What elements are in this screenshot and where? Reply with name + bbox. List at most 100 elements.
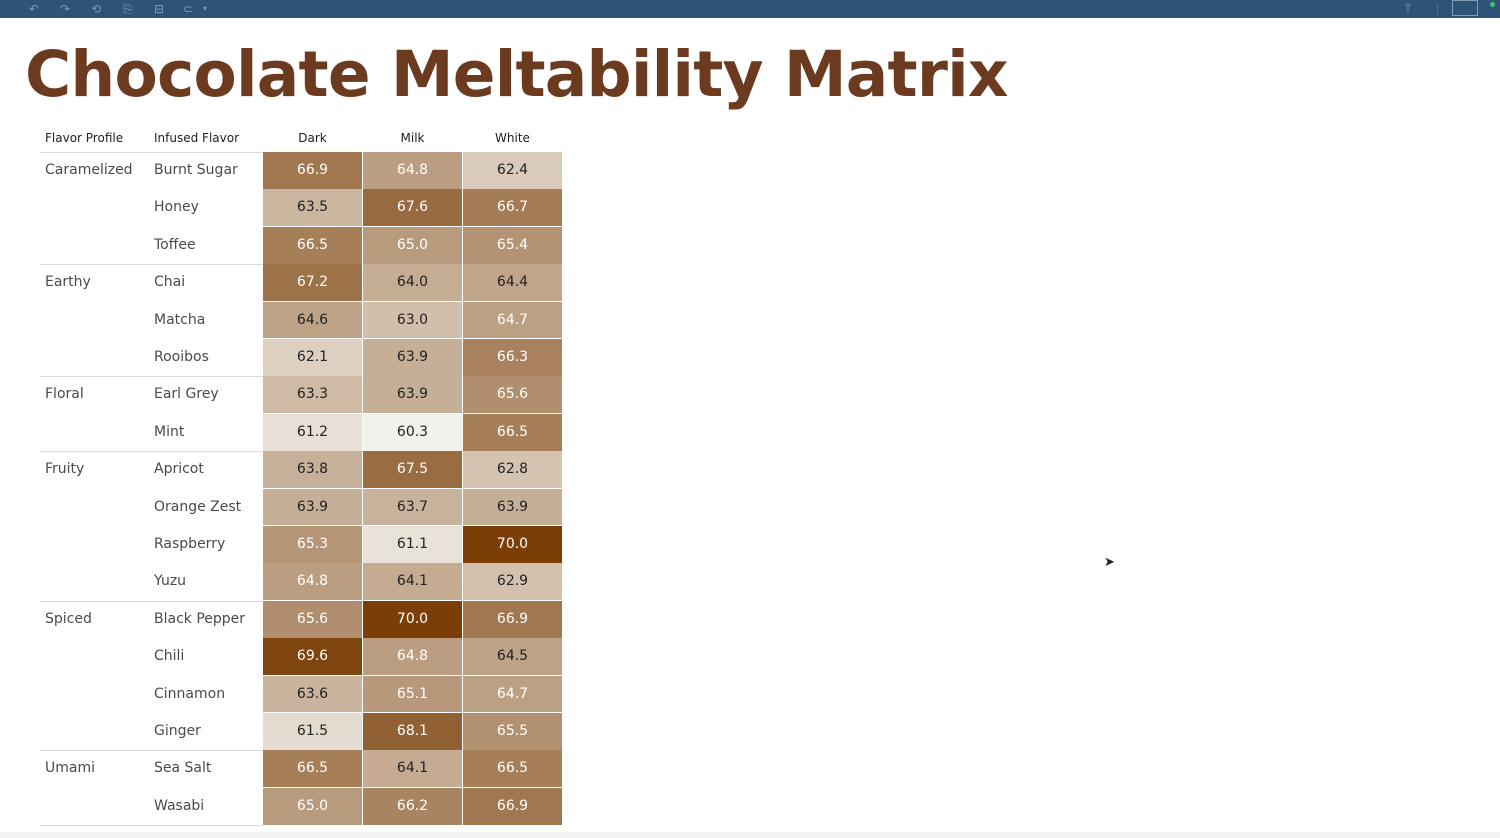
heatmap-cell[interactable]: 67.5 [363, 451, 462, 488]
heatmap-cell[interactable]: 64.1 [363, 563, 462, 601]
heatmap-cell[interactable]: 64.5 [463, 638, 562, 675]
group-divider [40, 376, 263, 378]
header-dark[interactable]: Dark [298, 131, 327, 145]
flavor-profile-label[interactable]: Umami [45, 760, 95, 777]
heatmap-cell[interactable]: 62.9 [463, 563, 562, 601]
heatmap-cell[interactable]: 66.5 [263, 226, 362, 264]
heatmap-cell[interactable]: 65.6 [263, 600, 362, 638]
flavor-profile-label[interactable]: Earthy [45, 274, 91, 291]
heatmap-cell[interactable]: 66.9 [263, 152, 362, 189]
heatmap-cell[interactable]: 65.1 [363, 675, 462, 713]
infused-flavor-label[interactable]: Honey [154, 199, 199, 216]
heatmap-cell[interactable]: 64.0 [363, 264, 462, 301]
infused-flavor-label[interactable]: Sea Salt [154, 760, 212, 777]
heatmap-cell[interactable]: 64.7 [463, 675, 562, 713]
infused-flavor-label[interactable]: Apricot [154, 461, 204, 478]
heatmap-cell[interactable]: 65.0 [263, 787, 362, 825]
table-row: Sea Salt 66.5 64.1 66.5 [40, 750, 563, 788]
heatmap-cell[interactable]: 66.7 [463, 189, 562, 227]
header-infused-flavor[interactable]: Infused Flavor [154, 131, 240, 145]
heatmap-cell[interactable]: 64.1 [363, 750, 462, 788]
heatmap-cell[interactable]: 66.9 [463, 787, 562, 825]
infused-flavor-label[interactable]: Toffee [154, 236, 196, 253]
heatmap-cell[interactable]: 68.1 [363, 712, 462, 750]
save-icon[interactable]: ⎘ [123, 2, 133, 16]
data-source-icon[interactable]: ⊟ [153, 2, 165, 16]
table-bottom-divider [40, 825, 263, 827]
infused-flavor-label[interactable]: Earl Grey [154, 386, 219, 403]
heatmap-cell[interactable]: 61.2 [263, 413, 362, 451]
heatmap-cell[interactable]: 65.0 [363, 226, 462, 264]
heatmap-cell[interactable]: 64.7 [463, 301, 562, 339]
heatmap-cell[interactable]: 69.6 [263, 638, 362, 675]
heatmap-cell[interactable]: 63.9 [363, 376, 462, 414]
flavor-profile-label[interactable]: Fruity [45, 461, 85, 478]
undo-icon[interactable]: ↶ [28, 2, 40, 16]
heatmap-cell[interactable]: 63.6 [263, 675, 362, 713]
heatmap-cell[interactable]: 64.8 [363, 152, 462, 189]
flavor-profile-label[interactable]: Caramelized [45, 162, 133, 178]
dropdown-icon[interactable]: ▾ [202, 4, 207, 13]
infused-flavor-label[interactable]: Wasabi [154, 797, 205, 814]
heatmap-cell[interactable]: 64.8 [263, 563, 362, 601]
bottom-strip [0, 832, 1500, 838]
revert-icon[interactable]: ⟲ [90, 2, 102, 16]
infused-flavor-label[interactable]: Yuzu [154, 573, 187, 590]
heatmap-cell[interactable]: 62.4 [463, 152, 562, 189]
heatmap-cell[interactable]: 64.8 [363, 638, 462, 675]
flavor-profile-label[interactable]: Spiced [45, 610, 92, 627]
header-flavor-profile[interactable]: Flavor Profile [45, 131, 124, 145]
heatmap-cell[interactable]: 63.9 [263, 488, 362, 526]
heatmap-cell[interactable]: 61.1 [363, 525, 462, 563]
heatmap-cell[interactable]: 63.7 [363, 488, 462, 526]
infused-flavor-label[interactable]: Ginger [154, 722, 201, 739]
heatmap-cell[interactable]: 63.5 [263, 189, 362, 227]
heatmap-cell[interactable]: 70.0 [363, 600, 462, 638]
heatmap-cell[interactable]: 63.0 [363, 301, 462, 339]
heatmap-cell[interactable]: 64.4 [463, 264, 562, 301]
heatmap-cell[interactable]: 67.2 [263, 264, 362, 301]
heatmap-cell[interactable]: 62.8 [463, 451, 562, 488]
infused-flavor-label[interactable]: Chili [154, 648, 185, 665]
format-painter-icon[interactable]: ⍑ [1404, 2, 1412, 16]
heatmap-cell[interactable]: 66.5 [463, 750, 562, 788]
header-milk[interactable]: Milk [400, 131, 425, 145]
heatmap-cell[interactable]: 61.5 [263, 712, 362, 750]
pause-icon[interactable]: ⊂ [182, 2, 194, 16]
heatmap-cell[interactable]: 63.9 [463, 488, 562, 526]
heatmap-cell[interactable]: 65.5 [463, 712, 562, 750]
heatmap-cell[interactable]: 70.0 [463, 525, 562, 563]
heatmap-cell[interactable]: 62.1 [263, 338, 362, 376]
heatmap-cell[interactable]: 60.3 [363, 413, 462, 451]
table-row: Honey 63.5 67.6 66.7 [40, 189, 563, 227]
redo-icon[interactable]: ↷ [59, 2, 71, 16]
heatmap-cell[interactable]: 65.3 [263, 525, 362, 563]
heatmap-cell[interactable]: 66.5 [263, 750, 362, 788]
heatmap-cell[interactable]: 66.5 [463, 413, 562, 451]
heatmap-cell[interactable]: 66.9 [463, 600, 562, 638]
heatmap-cell[interactable]: 63.3 [263, 376, 362, 414]
heatmap-cell[interactable]: 67.6 [363, 189, 462, 227]
infused-flavor-label[interactable]: Chai [154, 274, 186, 291]
status-dot [1490, 2, 1495, 7]
heatmap-cell[interactable]: 65.6 [463, 376, 562, 414]
infused-flavor-label[interactable]: Matcha [154, 311, 206, 328]
infused-flavor-label[interactable]: Raspberry [154, 535, 226, 552]
flavor-profile-label[interactable]: Floral [45, 386, 84, 403]
heatmap-cell[interactable]: 64.6 [263, 301, 362, 339]
infused-flavor-label[interactable]: Mint [154, 423, 185, 440]
infused-flavor-label[interactable]: Burnt Sugar [154, 162, 238, 178]
infused-flavor-label[interactable]: Rooibos [154, 348, 209, 365]
heatmap-cell[interactable]: 63.9 [363, 338, 462, 376]
heatmap-cell[interactable]: 65.4 [463, 226, 562, 264]
flavor-group: Umami Sea Salt 66.5 64.1 66.5 Wasabi 65.0 66.2 6… [40, 750, 563, 825]
infused-flavor-label[interactable]: Orange Zest [154, 498, 242, 515]
infused-flavor-label[interactable]: Cinnamon [154, 685, 226, 702]
heatmap-cell[interactable]: 66.3 [463, 338, 562, 376]
group-divider [40, 152, 263, 153]
header-white[interactable]: White [495, 131, 530, 145]
presentation-mode-icon[interactable] [1452, 0, 1478, 16]
heatmap-cell[interactable]: 63.8 [263, 451, 362, 488]
heatmap-cell[interactable]: 66.2 [363, 787, 462, 825]
infused-flavor-label[interactable]: Black Pepper [154, 610, 246, 627]
